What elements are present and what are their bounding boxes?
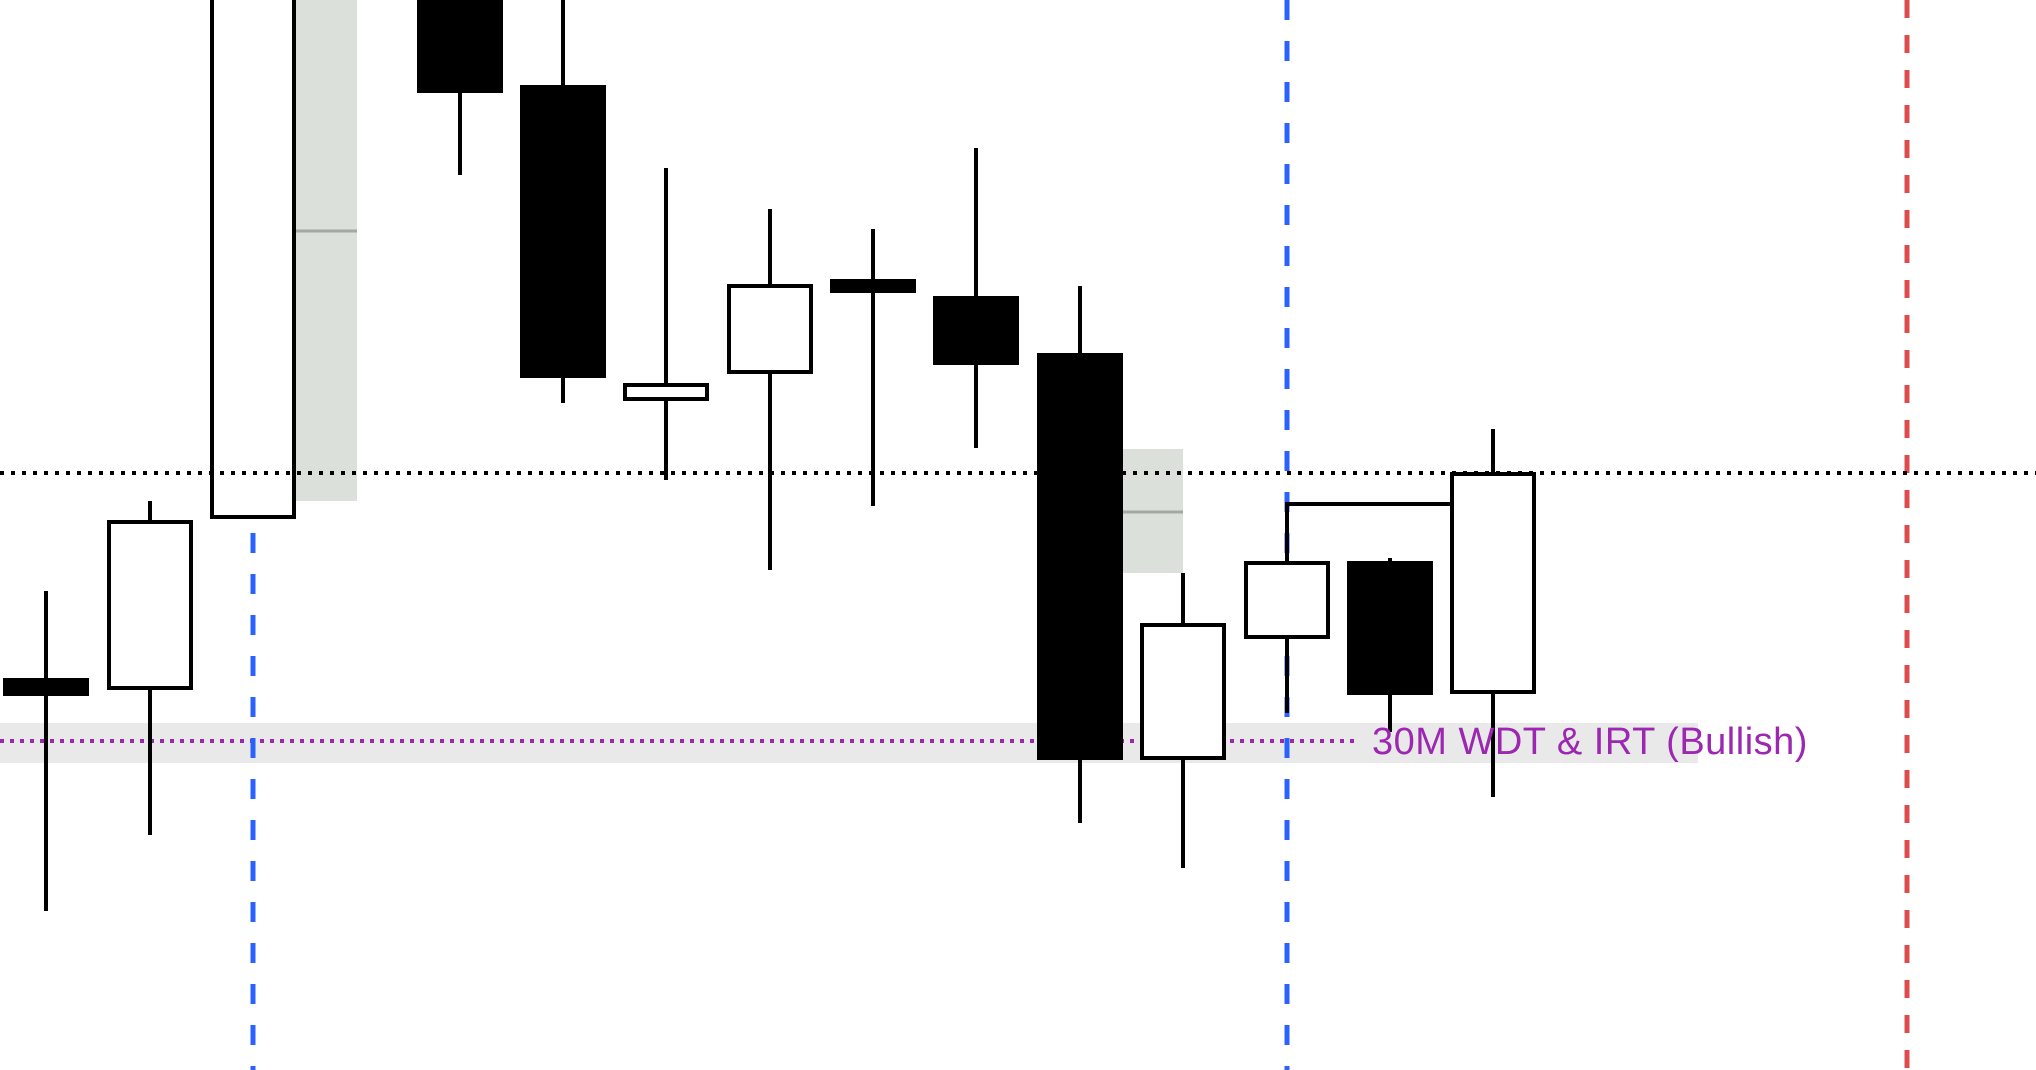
candle-3-body [210, 0, 296, 519]
candle-14-body [1450, 472, 1536, 694]
candle-6-body [623, 383, 709, 401]
candle-7-body [727, 284, 813, 374]
candle-9-body [933, 296, 1019, 365]
candle-4-body [417, 0, 503, 93]
candle-5-body [520, 85, 606, 378]
candle-11-body [1140, 623, 1226, 760]
bullish-annotation-label[interactable]: 30M WDT & IRT (Bullish) [1372, 721, 1808, 763]
candle-13-body [1347, 561, 1433, 695]
candle-12-body [1244, 561, 1330, 639]
zone-box-1[interactable] [294, 0, 357, 501]
candle-2-body [107, 520, 193, 690]
candle-8-body [830, 279, 916, 293]
wick-connector-line[interactable] [1285, 502, 1453, 563]
candle-10-body [1037, 353, 1123, 760]
candle-1-body [3, 678, 89, 696]
